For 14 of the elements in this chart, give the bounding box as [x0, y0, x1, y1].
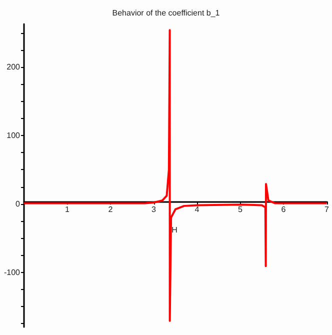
x-tick-label: 3	[152, 205, 157, 214]
y-tick-label: 0	[16, 199, 21, 208]
chart-title: Behavior of the coefficient b_1	[112, 8, 220, 18]
x-tick-label: 7	[324, 205, 330, 214]
x-tick-label: 6	[281, 205, 286, 214]
annotation: H	[172, 225, 178, 234]
x-tick-label: 5	[238, 205, 244, 214]
x-tick-label: 4	[194, 205, 200, 214]
y-tick-label: -100	[4, 268, 21, 277]
y-tick-label: 100	[6, 130, 21, 140]
y-tick-label: 200	[6, 62, 21, 72]
x-tick-label: 2	[108, 205, 114, 214]
line-series	[23, 29, 328, 322]
x-tick-label: 1	[65, 205, 70, 214]
